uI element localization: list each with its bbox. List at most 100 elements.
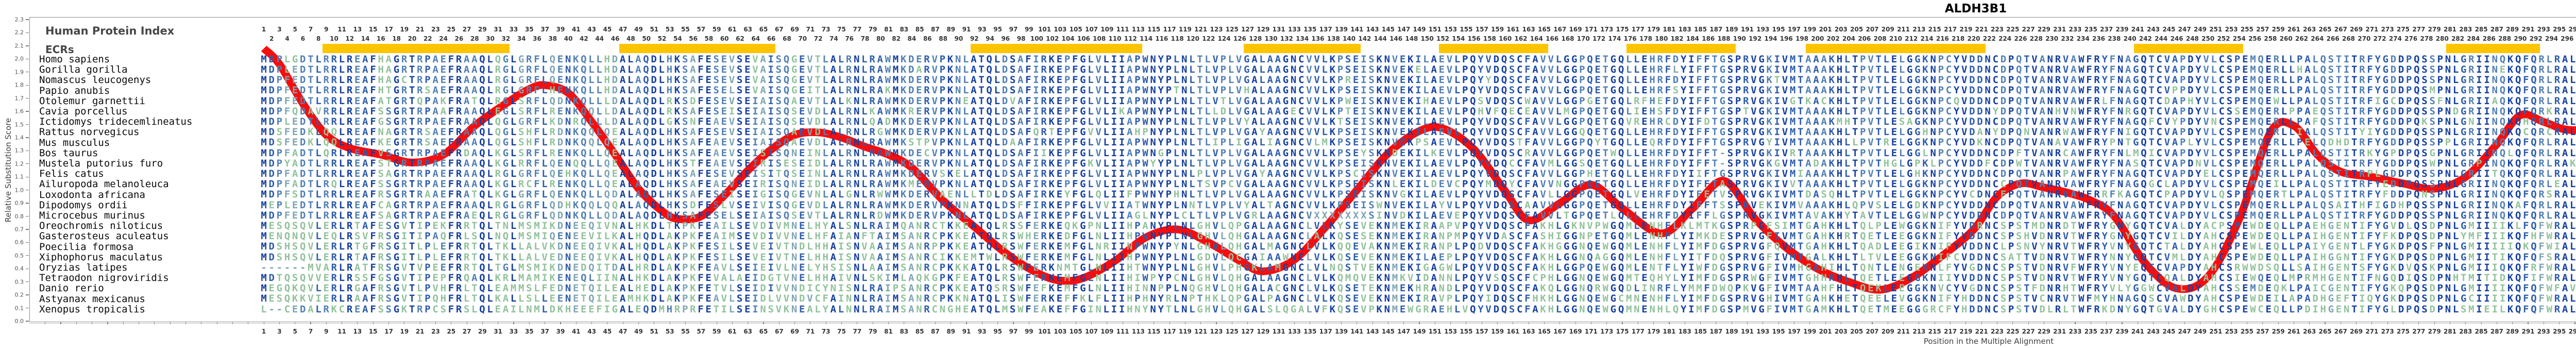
column-number-top: 107 (1084, 26, 1098, 33)
column-number-top: 273 (2381, 26, 2394, 33)
x-axis-tick (1762, 322, 1764, 324)
column-number-bottom: 217 (1944, 328, 1957, 335)
y-tick-label: 2.2 (14, 29, 24, 36)
column-number-bottom: 41 (571, 328, 581, 335)
column-number-bottom: 33 (509, 328, 518, 335)
column-number-top: 270 (2358, 35, 2371, 42)
column-number-top: 222 (1982, 35, 1996, 42)
y-tick-label: 0.4 (14, 265, 24, 272)
column-number-top: 141 (1350, 26, 1364, 33)
column-number-top: 174 (1608, 35, 1621, 42)
y-tick-label: 1.2 (14, 160, 24, 168)
column-number-bottom: 15 (368, 328, 378, 335)
column-number-top: 215 (1928, 26, 1941, 33)
column-number-bottom: 249 (2193, 328, 2207, 335)
column-number-bottom: 183 (1678, 328, 1691, 335)
bottom-axis-spine (29, 323, 2576, 324)
column-number-top: 136 (1311, 35, 1325, 42)
column-number-top: 292 (2529, 35, 2543, 42)
column-number-top: 105 (1069, 26, 1082, 33)
column-number-bottom: 17 (384, 328, 393, 335)
column-number-top: 229 (2037, 26, 2050, 33)
column-number-top: 119 (1178, 26, 1192, 33)
column-number-bottom: 53 (665, 328, 674, 335)
column-number-bottom: 153 (1444, 328, 1458, 335)
column-number-top: 69 (790, 26, 799, 33)
column-number-bottom: 167 (1553, 328, 1567, 335)
column-number-top: 247 (2178, 26, 2191, 33)
column-number-top: 41 (571, 26, 581, 33)
column-number-top: 7 (308, 26, 313, 33)
column-number-top: 202 (1826, 35, 1840, 42)
column-number-top: 120 (1186, 35, 1200, 42)
column-number-bottom: 225 (2006, 328, 2020, 335)
column-number-top: 281 (2443, 26, 2457, 33)
x-axis-tick (1091, 322, 1092, 324)
column-number-bottom: 75 (837, 328, 846, 335)
column-number-top: 14 (361, 35, 370, 42)
column-number-bottom: 203 (1834, 328, 1848, 335)
column-number-bottom: 191 (1740, 328, 1754, 335)
species-label: Homo sapiens (39, 53, 110, 65)
column-number-top: 79 (868, 26, 877, 33)
species-label: Bos taurus (39, 147, 98, 159)
column-number-top: 181 (1663, 26, 1676, 33)
column-number-top: 28 (470, 35, 479, 42)
column-number-top: 113 (1131, 26, 1145, 33)
column-number-top: 279 (2428, 26, 2441, 33)
x-axis-tick (76, 322, 77, 324)
column-number-top: 291 (2521, 26, 2535, 33)
species-label: Ailuropoda melanoleuca (39, 178, 169, 190)
column-number-top: 74 (829, 35, 838, 42)
column-number-top: 206 (1858, 35, 1871, 42)
column-number-top: 2 (269, 35, 274, 42)
x-axis-tick (2481, 322, 2482, 324)
x-axis-tick (2059, 322, 2060, 324)
y-tick-label: 1.9 (14, 69, 24, 76)
column-number-bottom: 117 (1163, 328, 1176, 335)
column-number-bottom: 67 (774, 328, 784, 335)
column-number-top: 121 (1194, 26, 1208, 33)
x-axis-tick (1544, 322, 1545, 324)
column-number-bottom: 277 (2412, 328, 2426, 335)
species-label: Otolemur garnettii (39, 95, 145, 107)
y-tick-label: 0.7 (14, 226, 24, 233)
ecrs-row-label: ECRs (45, 43, 74, 56)
column-number-top: 216 (1936, 35, 1949, 42)
column-number-top: 162 (1514, 35, 1528, 42)
column-number-top: 42 (580, 35, 588, 42)
column-number-top: 55 (681, 26, 690, 33)
column-number-top: 166 (1546, 35, 1559, 42)
column-number-bottom: 177 (1631, 328, 1645, 335)
column-number-bottom: 175 (1616, 328, 1629, 335)
column-number-top: 53 (665, 26, 674, 33)
column-number-bottom: 63 (743, 328, 753, 335)
x-axis-tick (2574, 322, 2575, 324)
column-number-bottom: 51 (650, 328, 659, 335)
x-axis-tick (2215, 322, 2216, 324)
column-number-bottom: 171 (1584, 328, 1598, 335)
column-number-top: 249 (2193, 26, 2207, 33)
column-number-bottom: 295 (2553, 328, 2566, 335)
column-number-top: 48 (626, 35, 635, 42)
column-number-top: 124 (1217, 35, 1231, 42)
x-axis-tick (1950, 322, 1951, 324)
column-number-bottom: 275 (2396, 328, 2410, 335)
column-number-bottom: 19 (400, 328, 409, 335)
column-number-top: 32 (501, 35, 511, 42)
column-number-bottom: 119 (1178, 328, 1192, 335)
column-number-top: 252 (2217, 35, 2230, 42)
column-number-top: 99 (1024, 26, 1033, 33)
column-number-bottom: 115 (1147, 328, 1161, 335)
y-tick-label: 0.0 (14, 318, 24, 325)
column-number-top: 98 (1016, 35, 1026, 42)
column-number-bottom: 205 (1850, 328, 1863, 335)
column-number-bottom: 245 (2162, 328, 2176, 335)
column-number-bottom: 103 (1054, 328, 1067, 335)
x-axis-tick (2153, 322, 2154, 324)
column-number-bottom: 181 (1663, 328, 1676, 335)
y-tick-label: 1.4 (14, 134, 24, 141)
column-number-top: 73 (821, 26, 831, 33)
x-axis-tick (841, 322, 842, 324)
